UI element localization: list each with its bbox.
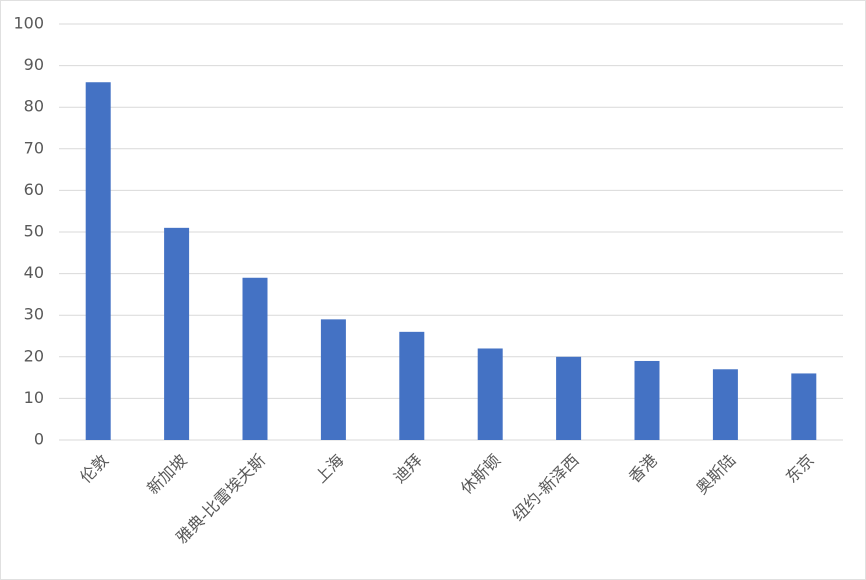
y-tick-label: 20: [24, 346, 44, 365]
y-tick-label: 80: [24, 97, 44, 116]
bar: [791, 373, 817, 440]
y-tick-label: 50: [24, 222, 44, 241]
y-tick-label: 0: [34, 430, 44, 449]
y-tick-label: 10: [24, 388, 44, 407]
y-tick-label: 40: [24, 263, 44, 282]
bar: [712, 369, 738, 440]
bar: [164, 227, 190, 440]
bar: [556, 356, 582, 440]
y-tick-label: 60: [24, 180, 44, 199]
y-tick-label: 100: [13, 14, 44, 33]
y-tick-label: 30: [24, 305, 44, 324]
y-tick-label: 70: [24, 138, 44, 157]
bar: [634, 360, 660, 440]
bar: [477, 348, 503, 440]
bar: [320, 319, 346, 440]
bar: [85, 82, 111, 441]
bar: [399, 331, 425, 440]
bar: [242, 277, 268, 440]
y-tick-label: 90: [24, 55, 44, 74]
